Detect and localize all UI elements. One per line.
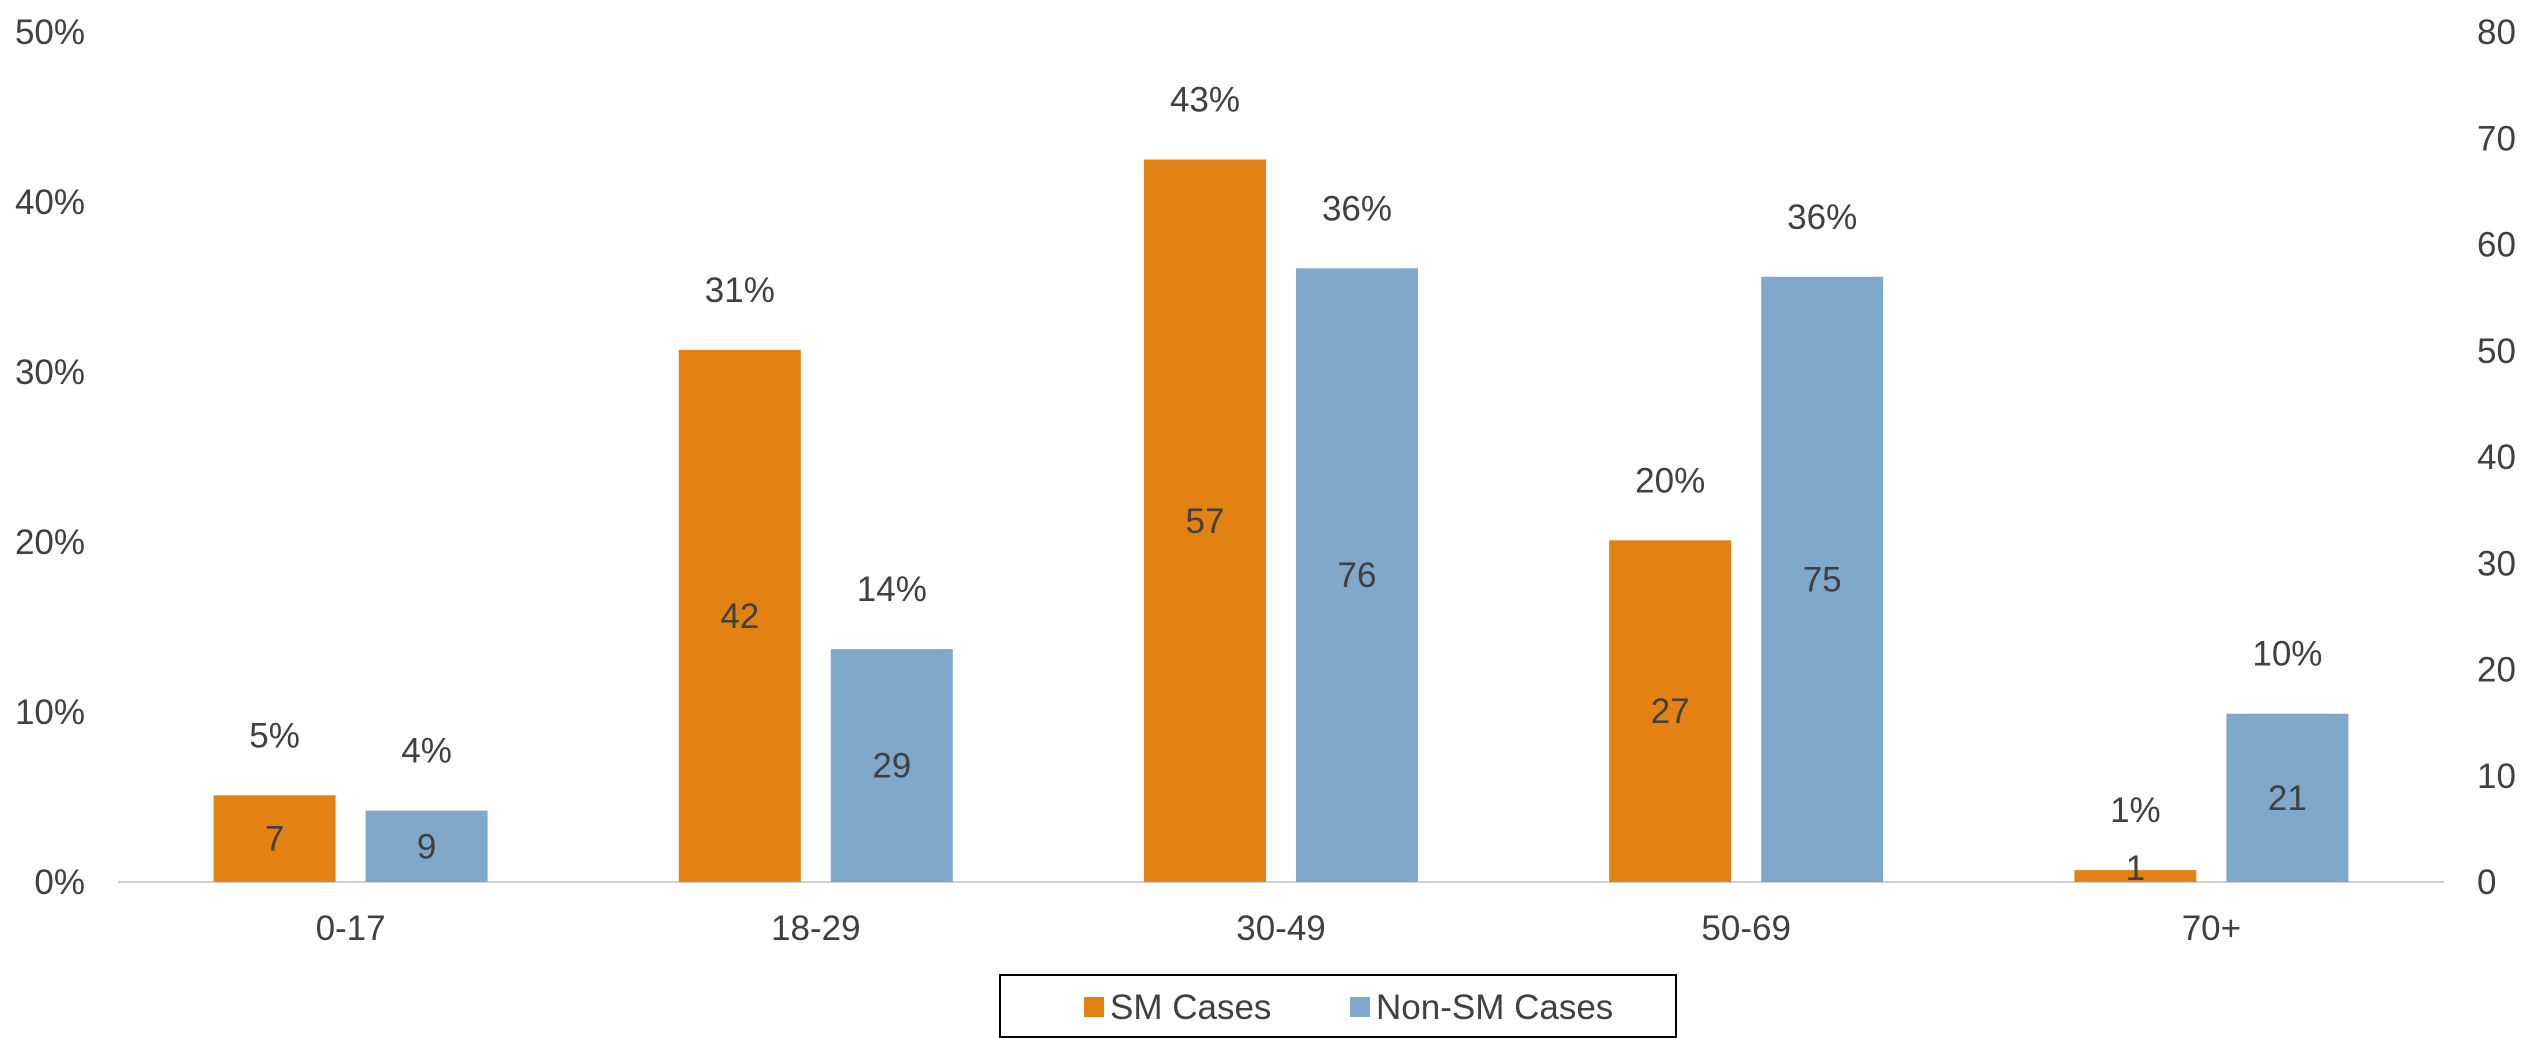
count-data-label: 29 [872,747,911,786]
legend-box [999,974,1677,1038]
right-axis-tick-label: 60 [2477,226,2516,265]
left-axis-tick-label: 50% [15,13,85,52]
percent-data-label: 20% [1635,461,1705,500]
left-axis-tick-label: 30% [15,353,85,392]
left-axis-tick-label: 20% [15,523,85,562]
left-axis-tick-label: 10% [15,693,85,732]
right-axis-tick-label: 30 [2477,544,2516,583]
percent-data-label: 4% [401,732,452,771]
right-axis-tick-label: 20 [2477,651,2516,690]
left-y-axis: 0% 10% 20% 30% 40% 50% [15,13,85,902]
legend-swatch-sm [1084,997,1104,1017]
count-data-label: 9 [417,827,436,866]
non-sm-bar [365,810,488,882]
count-data-label: 57 [1186,502,1225,541]
x-axis-category-label: 30-49 [1236,909,1326,948]
legend-label: SM Cases [1110,988,1271,1027]
count-data-label: 1 [2126,849,2145,888]
percent-data-label: 1% [2110,791,2161,830]
count-data-label: 76 [1338,556,1377,595]
legend: SM Cases Non-SM Cases [999,974,1677,1038]
x-axis-category-label: 18-29 [771,909,861,948]
x-axis-category-label: 70+ [2182,909,2241,948]
bars-group: 5% 7 4% 9 31% 42 14% 29 43% 57 36% 76 20% 27 36% 75 1% 1 1… [213,81,2349,888]
percent-data-label: 36% [1787,198,1857,237]
percent-data-label: 10% [2252,635,2322,674]
sm-bar [2074,870,2197,882]
percent-data-label: 14% [857,570,927,609]
count-data-label: 42 [720,597,759,636]
x-axis-category-label: 50-69 [1701,909,1791,948]
legend-label: Non-SM Cases [1376,988,1613,1027]
right-axis-tick-label: 70 [2477,119,2516,158]
count-data-label: 27 [1651,692,1690,731]
x-axis-labels: 0-17 18-29 30-49 50-69 70+ [316,909,2242,948]
right-y-axis: 0 10 20 30 40 50 60 70 80 [2477,13,2516,902]
count-data-label: 7 [265,820,284,859]
non-sm-bar [830,649,953,882]
sm-bar [678,349,801,882]
non-sm-bar [2226,713,2349,882]
count-data-label: 75 [1803,560,1842,599]
non-sm-bar [1296,268,1418,882]
right-axis-tick-label: 40 [2477,438,2516,477]
right-axis-tick-label: 10 [2477,757,2516,796]
left-axis-tick-label: 40% [15,183,85,222]
percent-data-label: 31% [705,271,775,310]
count-data-label: 21 [2268,779,2307,818]
percent-data-label: 5% [249,716,300,755]
left-axis-tick-label: 0% [34,863,85,902]
right-axis-tick-label: 0 [2477,863,2496,902]
right-axis-tick-label: 50 [2477,332,2516,371]
right-axis-tick-label: 80 [2477,13,2516,52]
non-sm-bar [1761,276,1884,882]
sm-bar [213,795,336,882]
sm-bar [1144,159,1266,882]
sm-bar [1609,540,1732,882]
legend-swatch-non-sm [1350,997,1370,1017]
percent-data-label: 36% [1322,189,1392,228]
percent-data-label: 43% [1170,81,1240,120]
x-axis-category-label: 0-17 [316,909,386,948]
